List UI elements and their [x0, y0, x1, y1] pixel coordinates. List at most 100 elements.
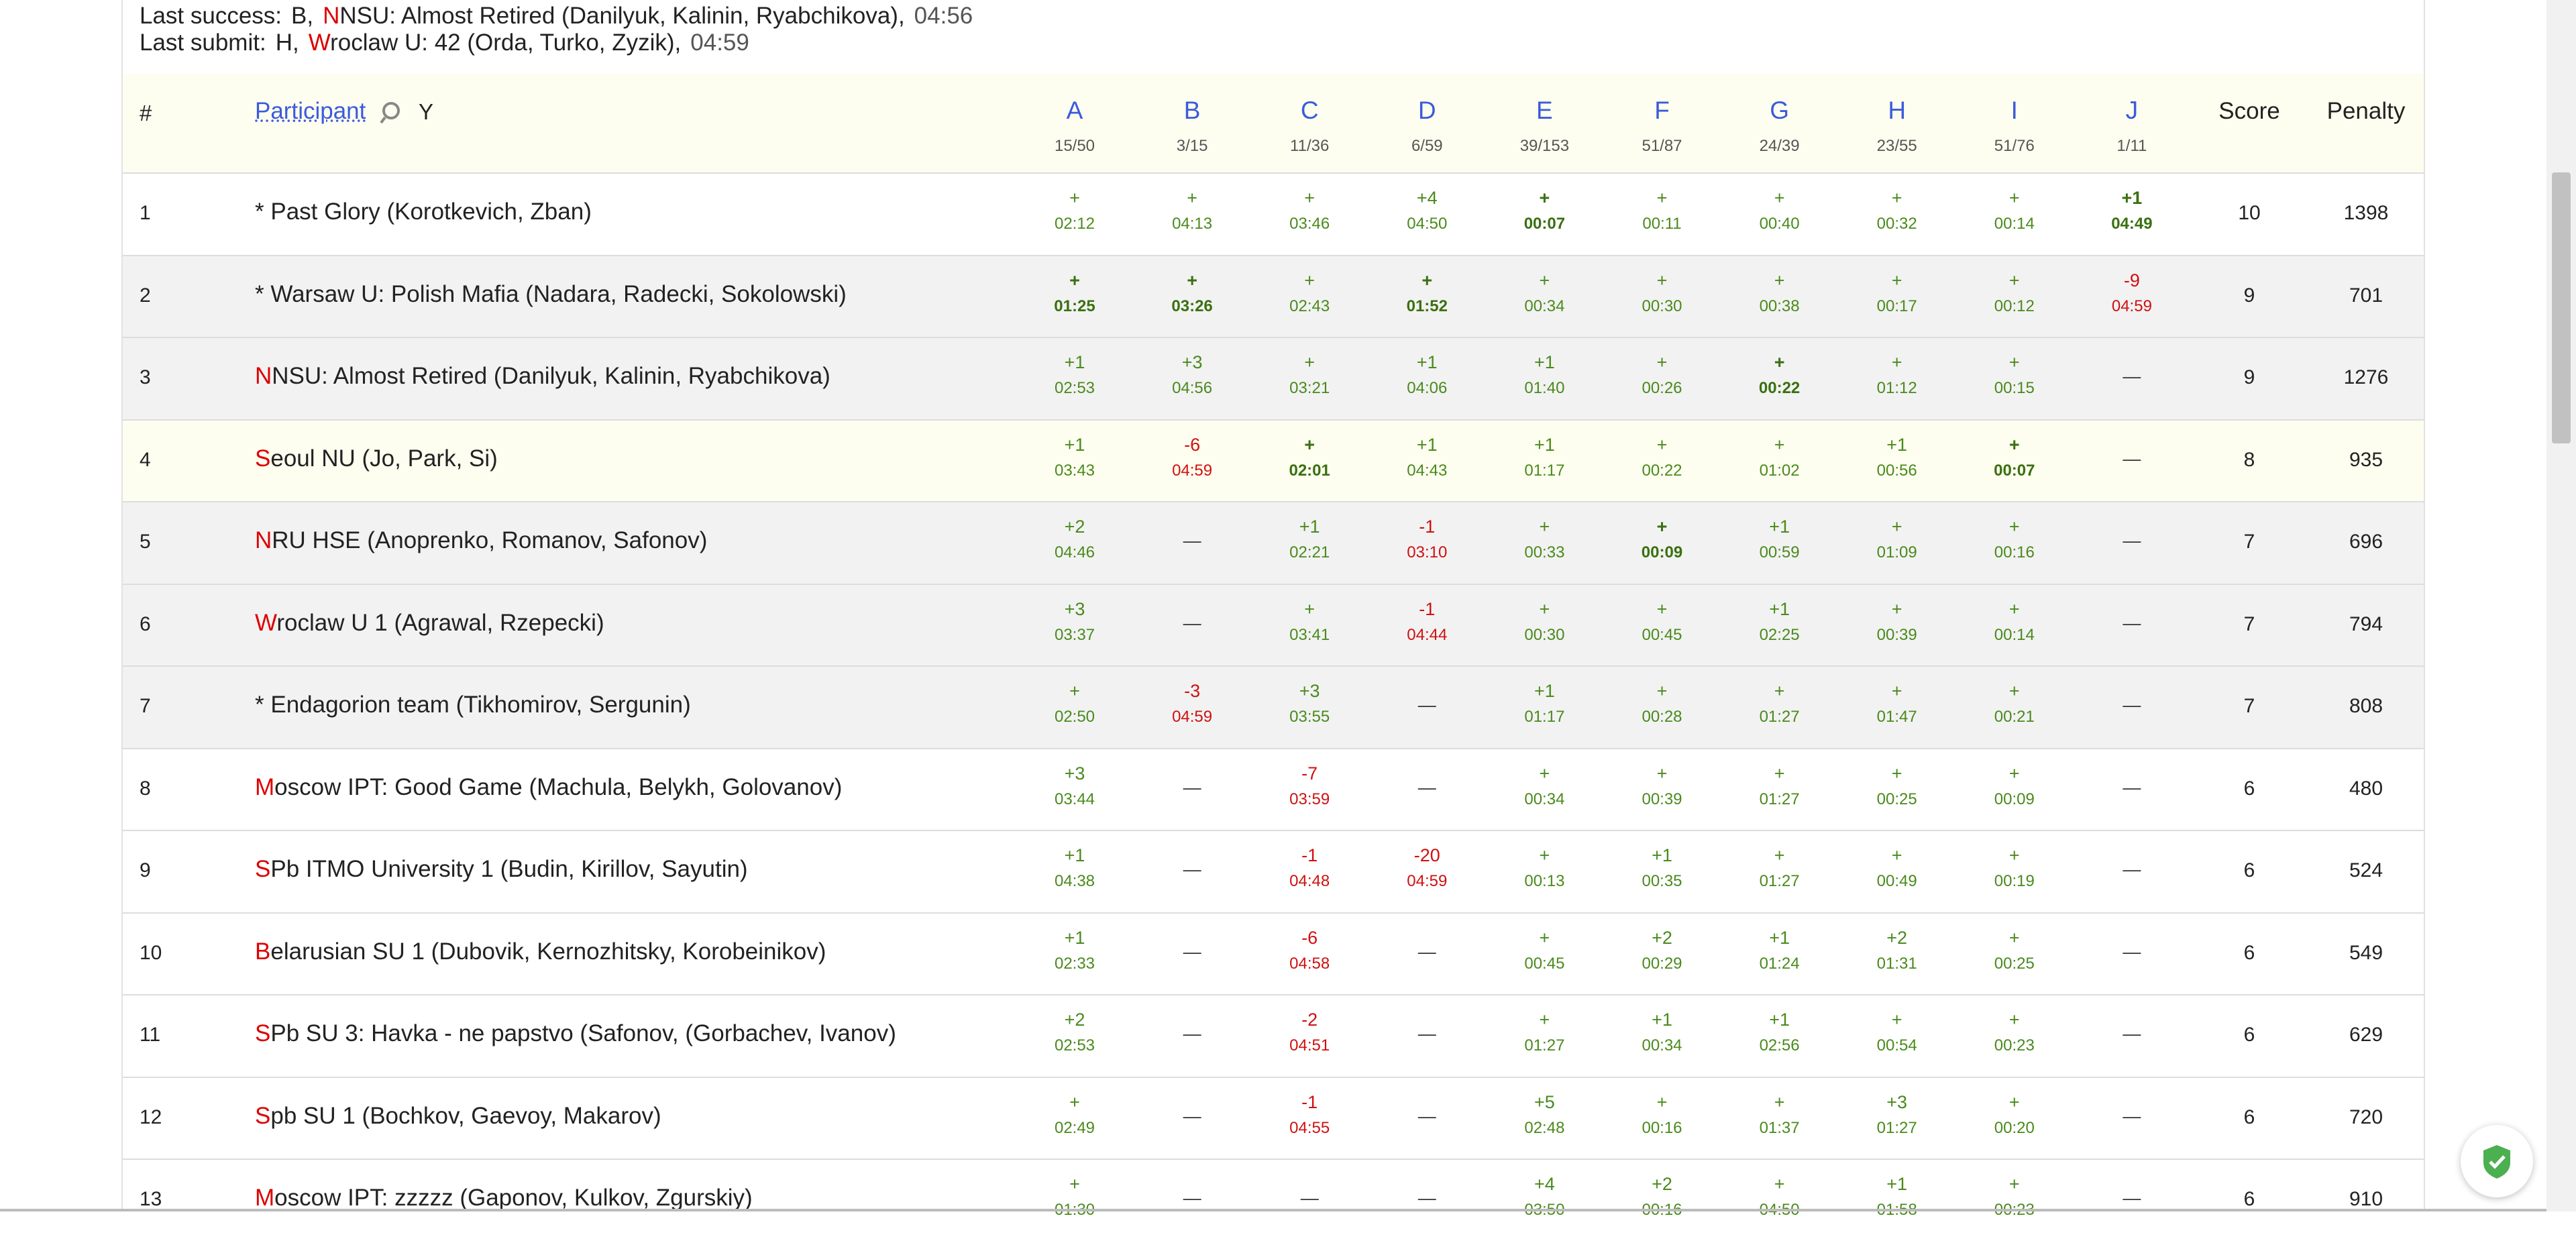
cell-time: 03:21	[1289, 379, 1330, 398]
cell-result: -7	[1301, 763, 1318, 784]
participant-name[interactable]: Spb SU 1 (Bochkov, Gaevoy, Makarov)	[255, 1102, 661, 1129]
cell-result: +	[1774, 681, 1785, 702]
cell-result: +1	[1416, 352, 1438, 373]
cell-time: 00:34	[1524, 296, 1565, 315]
cell-result: +3	[1064, 598, 1085, 619]
cell-time: 00:09	[1994, 790, 2035, 808]
problem-name[interactable]: C	[1300, 97, 1319, 124]
cell-result: —	[2123, 1024, 2141, 1044]
participant-name[interactable]: * Endagorion team (Tikhomirov, Sergunin)	[255, 692, 691, 718]
cell-result: +2	[1064, 517, 1085, 537]
cell-time: 00:13	[1524, 872, 1565, 891]
scrollbar-thumb[interactable]	[2552, 172, 2571, 443]
cell-time: 00:40	[1759, 215, 1800, 233]
cell-result: +	[1304, 352, 1316, 373]
cell-result: +2	[1652, 1174, 1672, 1195]
row-bg	[121, 254, 2425, 337]
participant-name[interactable]: Belarusian SU 1 (Dubovik, Kernozhitsky, …	[255, 938, 826, 965]
cell-time: 03:44	[1054, 790, 1095, 808]
cell-result: +	[2008, 1091, 2020, 1112]
participant-name[interactable]: NRU HSE (Anoprenko, Romanov, Safonov)	[255, 527, 708, 554]
filter-input[interactable]: Y	[419, 99, 434, 124]
cell-result: +	[1891, 598, 1902, 619]
problem-name[interactable]: A	[1066, 97, 1083, 124]
cell-result: +	[1187, 188, 1197, 209]
problem-name[interactable]: I	[2010, 97, 2018, 124]
cell-result: +	[1774, 352, 1785, 373]
score: 7	[2243, 531, 2255, 553]
problem-name[interactable]: D	[1417, 97, 1436, 124]
cell-result: +	[1539, 517, 1550, 537]
participant-name[interactable]: Seoul NU (Jo, Park, Si)	[255, 445, 498, 472]
problem-name[interactable]: B	[1183, 97, 1201, 124]
problem-stat: 11/36	[1290, 137, 1330, 155]
participant-name[interactable]: SPb SU 3: Havka - ne papstvo (Safonov, (…	[255, 1020, 896, 1047]
cell-result: -6	[1301, 927, 1318, 948]
cell-result: +	[1187, 270, 1197, 290]
penalty: 480	[2349, 777, 2383, 800]
cell-result: +	[1774, 188, 1785, 209]
shield-button[interactable]	[2461, 1125, 2533, 1197]
participant-name[interactable]: * Warsaw U: Polish Mafia (Nadara, Radeck…	[255, 280, 847, 307]
participant-name[interactable]: SPb ITMO University 1 (Budin, Kirillov, …	[255, 856, 748, 883]
cell-result: +	[1539, 1010, 1550, 1030]
penalty: 720	[2349, 1105, 2383, 1128]
score: 6	[2243, 859, 2255, 882]
cell-time: 00:45	[1642, 625, 1682, 644]
participant-name[interactable]: * Past Glory (Korotkevich, Zban)	[255, 199, 592, 225]
cell-result: -1	[1301, 1091, 1318, 1112]
cell-time: 02:53	[1054, 1036, 1095, 1055]
header-participant[interactable]: Participant	[255, 98, 366, 124]
participant-name[interactable]: Wroclaw U 1 (Agrawal, Rzepecki)	[255, 609, 604, 636]
cell-result: +	[1539, 598, 1550, 619]
header-penalty: Penalty	[2326, 98, 2406, 124]
row-bg	[121, 747, 2425, 830]
score: 6	[2243, 941, 2255, 964]
scrollbar[interactable]	[2546, 0, 2576, 1211]
problem-name[interactable]: J	[2125, 97, 2139, 124]
cell-result: —	[2123, 448, 2141, 469]
participant-name[interactable]: NNSU: Almost Retired (Danilyuk, Kalinin,…	[255, 363, 830, 390]
cell-result: +	[1656, 598, 1668, 619]
status-line: Last submit: H, Wroclaw U: 42 (Orda, Turko…	[140, 30, 749, 56]
participant-name[interactable]: Moscow IPT: Good Game (Machula, Belykh, …	[255, 773, 843, 800]
cell-result: +	[2008, 188, 2020, 209]
problem-name[interactable]: F	[1654, 97, 1670, 124]
cell-result: +1	[1064, 927, 1085, 948]
penalty: 549	[2349, 941, 2383, 964]
cell-result: +2	[1652, 927, 1672, 948]
cell-result: —	[2123, 695, 2141, 716]
cell-result: +1	[1769, 598, 1790, 619]
bottom-line	[0, 1209, 2546, 1211]
cell-time: 00:11	[1642, 215, 1682, 233]
cell-time: 00:07	[1523, 215, 1566, 233]
penalty: 910	[2349, 1188, 2383, 1211]
cell-result: +	[1304, 598, 1316, 619]
cell-result: +5	[1534, 1091, 1555, 1112]
cell-result: +	[1656, 517, 1668, 537]
search-icon[interactable]	[380, 99, 407, 126]
cell-result: +	[1891, 1010, 1902, 1030]
rank: 5	[140, 531, 151, 553]
cell-result: —	[2123, 859, 2141, 880]
cell-result: —	[1417, 695, 1436, 716]
cell-result: +	[2008, 434, 2020, 455]
problem-name[interactable]: E	[1536, 97, 1553, 124]
cell-time: 04:59	[1407, 872, 1448, 891]
penalty: 808	[2349, 695, 2383, 718]
problem-stat: 39/153	[1519, 137, 1570, 155]
problem-stat: 1/11	[2116, 137, 2147, 155]
row-bg	[121, 172, 2425, 255]
cell-result: +1	[1534, 352, 1555, 373]
cell-time: 00:30	[1642, 296, 1682, 315]
problem-name[interactable]: H	[1888, 97, 1907, 124]
row-bg	[121, 994, 2425, 1077]
problem-name[interactable]: G	[1770, 97, 1789, 124]
cell-result: +1	[1652, 845, 1672, 866]
row-bg	[121, 419, 2425, 501]
participant-name[interactable]: Moscow IPT: zzzzz (Gaponov, Kulkov, Zgur…	[255, 1185, 753, 1211]
cell-time: 03:43	[1054, 461, 1095, 480]
cell-time: 00:17	[1876, 296, 1917, 315]
cell-result: -9	[2123, 270, 2140, 290]
cell-result: +	[1539, 845, 1550, 866]
